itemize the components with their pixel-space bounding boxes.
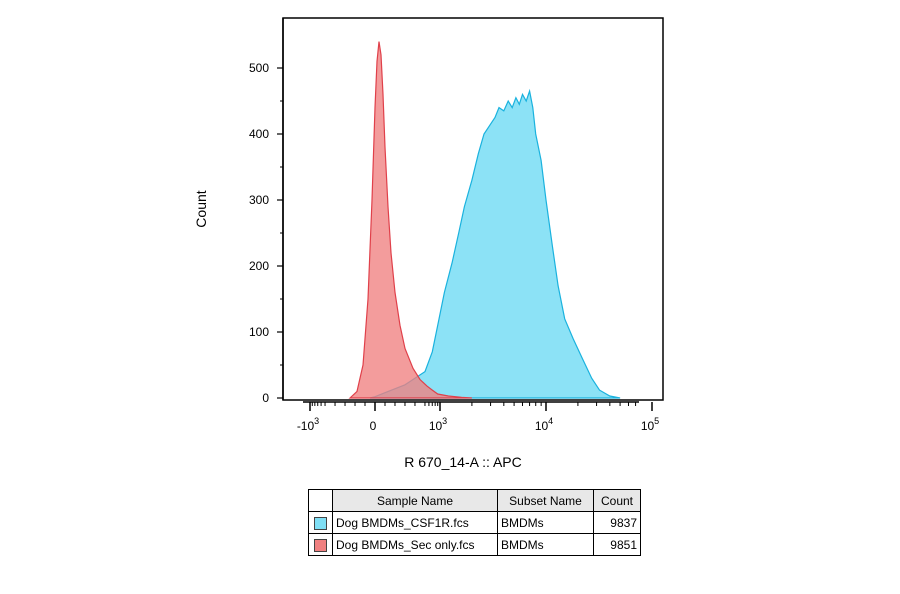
sec-only-color-swatch xyxy=(314,538,327,552)
legend-swatch-cell xyxy=(308,511,333,534)
sample-name-header: Sample Name xyxy=(332,489,498,512)
y-axis-title: Count xyxy=(193,190,209,227)
count-header: Count xyxy=(593,489,641,512)
legend-swatch-cell xyxy=(308,533,333,556)
x-tick-label: 105 xyxy=(641,416,659,433)
legend-header-row: Sample Name Subset Name Count xyxy=(308,489,641,512)
series-dog-bmdms-sec-only-fcs xyxy=(348,41,472,399)
legend-row: Dog BMDMs_CSF1R.fcs BMDMs 9837 xyxy=(308,511,641,534)
legend-subset-name: BMDMs xyxy=(497,511,594,534)
x-tick-label: 0 xyxy=(370,419,377,433)
sample-legend-table: Sample Name Subset Name Count Dog BMDMs_… xyxy=(308,489,641,556)
series-dog-bmdms-csf1r-fcs xyxy=(369,88,621,399)
legend-sample-name: Dog BMDMs_CSF1R.fcs xyxy=(332,511,498,534)
legend-sample-name: Dog BMDMs_Sec only.fcs xyxy=(332,533,498,556)
csf1r-color-swatch xyxy=(314,516,327,530)
x-tick-exponent: 4 xyxy=(548,416,553,426)
y-tick-label: 200 xyxy=(249,259,269,273)
x-tick-exponent: 5 xyxy=(654,416,659,426)
subset-name-header: Subset Name xyxy=(497,489,594,512)
x-tick-label: 103 xyxy=(429,416,447,433)
swatch-column-header xyxy=(308,489,333,512)
legend-count: 9851 xyxy=(593,533,641,556)
y-tick-label: 500 xyxy=(249,61,269,75)
y-tick-label: 0 xyxy=(262,391,269,405)
x-axis: -103 0 103 104 105 xyxy=(297,401,659,433)
x-tick-exponent: 3 xyxy=(314,416,319,426)
x-axis-title: R 670_14-A :: APC xyxy=(404,454,522,470)
histogram-chart: 0 100 200 300 400 500 -103 0 103 104 105 Count R … xyxy=(193,17,664,470)
y-tick-label: 300 xyxy=(249,193,269,207)
y-tick-label: 400 xyxy=(249,127,269,141)
y-axis: 0 100 200 300 400 500 xyxy=(249,18,284,405)
legend-count: 9837 xyxy=(593,511,641,534)
legend-subset-name: BMDMs xyxy=(497,533,594,556)
x-tick-label: 104 xyxy=(535,416,553,433)
y-tick-label: 100 xyxy=(249,325,269,339)
x-tick-label: -103 xyxy=(297,416,319,433)
legend-row: Dog BMDMs_Sec only.fcs BMDMs 9851 xyxy=(308,533,641,556)
x-tick-exponent: 3 xyxy=(442,416,447,426)
series-layer xyxy=(348,41,621,399)
